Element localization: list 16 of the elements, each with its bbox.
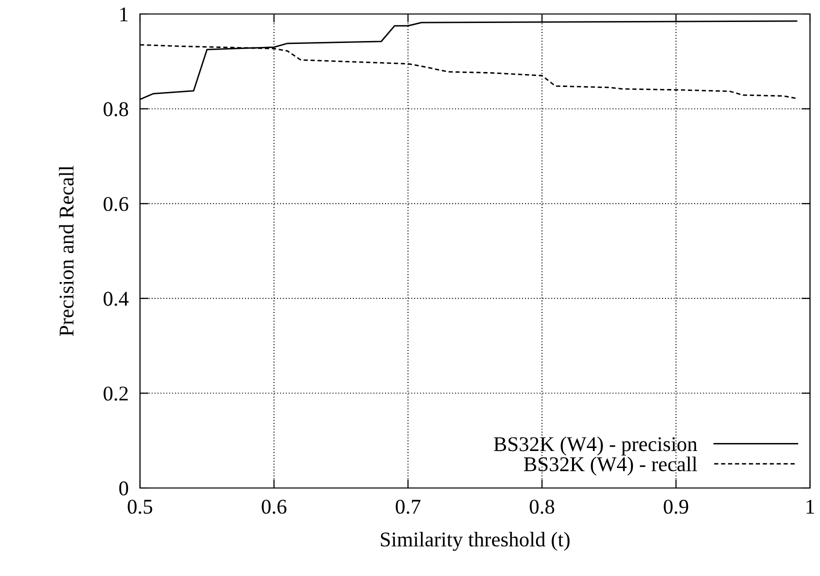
y-axis-title: Precision and Recall: [58, 166, 74, 336]
y-tick-label: 0: [119, 481, 128, 496]
x-tick-label: 0.8: [530, 500, 554, 514]
legend-label: BS32K (W4) - recall: [524, 456, 698, 476]
y-tick-label: 0.4: [104, 292, 129, 306]
y-tick-label: 0.8: [104, 102, 128, 116]
y-tick-label: 0.2: [104, 386, 128, 401]
x-axis-title: Similarity threshold (t): [380, 532, 570, 551]
x-tick-label: 0.7: [396, 500, 420, 514]
legend-label: BS32K (W4) - precision: [494, 436, 698, 456]
x-tick-label: 0.9: [664, 500, 688, 514]
x-tick-label: 0.6: [262, 500, 286, 514]
x-tick-label: 0.5: [128, 500, 152, 514]
y-tick-label: 1: [120, 7, 128, 22]
y-tick-label: 0.6: [104, 196, 128, 212]
x-tick-label: 1: [806, 500, 814, 514]
